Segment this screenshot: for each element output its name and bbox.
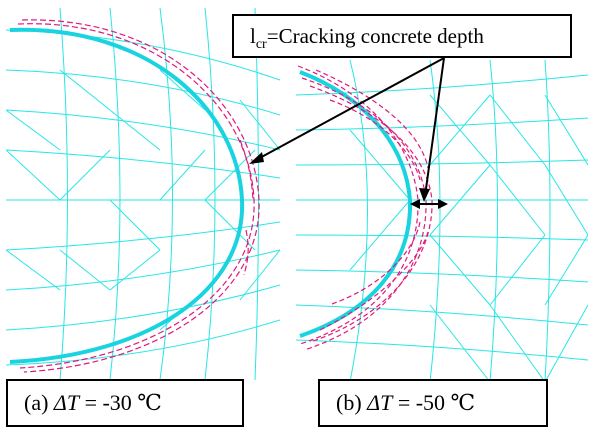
- panel-b: [296, 59, 588, 382]
- dimension-arrowhead-right: [438, 199, 448, 209]
- panel-a: [6, 7, 280, 381]
- mesh-a: [6, 7, 280, 381]
- callout-subscript: cr: [255, 37, 267, 53]
- caption-panel-b: (b) ΔT = -50 ℃: [318, 379, 548, 427]
- caption-b-prefix: (b): [336, 390, 368, 415]
- leader-arrowhead-b: [419, 188, 430, 202]
- caption-b-value: = -50 ℃: [392, 390, 476, 415]
- caption-a-value: = -30 ℃: [79, 390, 162, 415]
- callout-symbol: l: [250, 24, 256, 48]
- interface-boundary-b: [299, 70, 413, 338]
- crack-zone-b: [297, 65, 433, 351]
- interface-boundary-a: [9, 27, 245, 364]
- caption-panel-a: (a) ΔT = -30 ℃: [6, 379, 244, 427]
- leader-line-to-panel-a: [255, 57, 445, 161]
- leader-line-to-panel-b: [424, 57, 445, 197]
- crack-depth-callout: lcr=Cracking concrete depth: [232, 14, 572, 58]
- dimension-arrowhead-left: [410, 199, 420, 209]
- callout-text: =Cracking concrete depth: [266, 24, 484, 48]
- annotation-arrows: [249, 57, 448, 209]
- caption-b-variable: ΔT: [367, 390, 393, 415]
- caption-a-variable: ΔT: [53, 390, 80, 415]
- crack-marks-a: [17, 19, 260, 373]
- caption-a-prefix: (a): [24, 390, 54, 415]
- mesh-b: [296, 59, 588, 382]
- leader-arrowhead-a: [249, 152, 264, 164]
